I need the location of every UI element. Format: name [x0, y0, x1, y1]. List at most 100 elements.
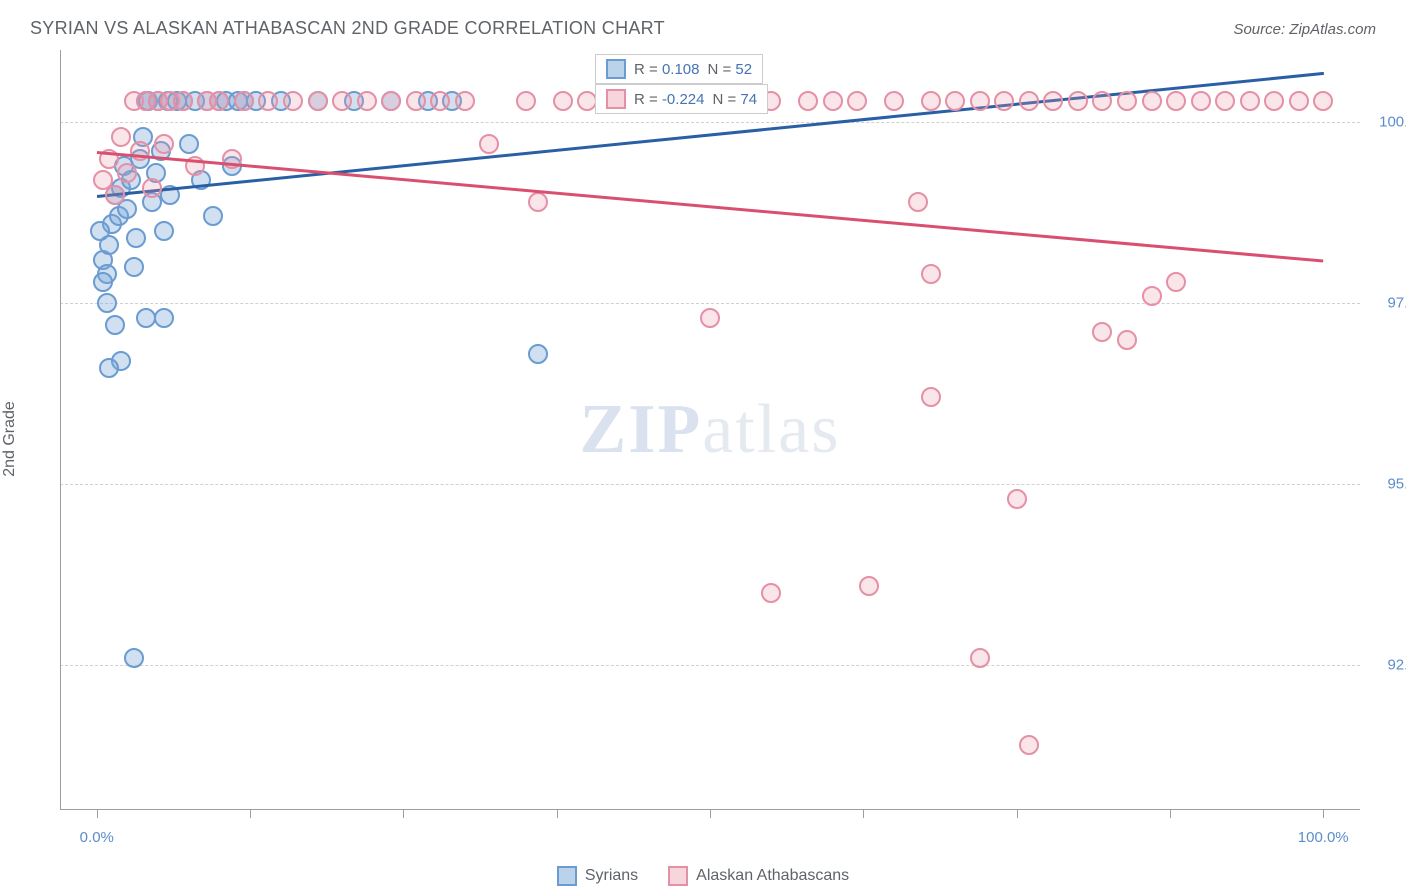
swatch-syrians [606, 59, 626, 79]
trendline [97, 151, 1324, 262]
stats-box-syrians: R = 0.108 N = 52 [595, 54, 763, 84]
stats-box-athabascans: R = -0.224 N = 74 [595, 84, 768, 114]
data-point [154, 134, 174, 154]
data-point [126, 228, 146, 248]
legend-swatch-athabascans-icon [668, 866, 688, 886]
data-point [173, 91, 193, 111]
data-point [921, 387, 941, 407]
gridline [60, 665, 1360, 666]
data-point [111, 127, 131, 147]
data-point [516, 91, 536, 111]
x-tick [1017, 810, 1018, 818]
data-point [921, 264, 941, 284]
data-point [234, 91, 254, 111]
data-point [1313, 91, 1333, 111]
data-point [105, 185, 125, 205]
data-point [154, 221, 174, 241]
x-tick [710, 810, 711, 818]
data-point [1166, 272, 1186, 292]
data-point [1166, 91, 1186, 111]
chart-plot-area: 92.5%95.0%97.5%100.0%0.0%100.0% ZIPatlas… [60, 50, 1360, 810]
data-point [908, 192, 928, 212]
x-tick [1323, 810, 1324, 818]
legend-item-syrians: Syrians [557, 866, 638, 886]
swatch-athabascans [606, 89, 626, 109]
data-point [700, 308, 720, 328]
data-point [1142, 91, 1162, 111]
data-point [1240, 91, 1260, 111]
data-point [117, 163, 137, 183]
x-tick [250, 810, 251, 818]
x-tick-label: 0.0% [80, 829, 114, 846]
gridline [60, 303, 1360, 304]
legend-label: Alaskan Athabascans [696, 867, 849, 885]
legend-label: Syrians [585, 867, 638, 885]
data-point [1191, 91, 1211, 111]
data-point [798, 91, 818, 111]
y-tick-label: 92.5% [1370, 657, 1406, 674]
data-point [884, 91, 904, 111]
data-point [203, 206, 223, 226]
data-point [761, 583, 781, 603]
data-point [99, 358, 119, 378]
data-point [994, 91, 1014, 111]
data-point [332, 91, 352, 111]
chart-title: SYRIAN VS ALASKAN ATHABASCAN 2ND GRADE C… [30, 18, 665, 39]
data-point [90, 221, 110, 241]
data-point [921, 91, 941, 111]
data-point [308, 91, 328, 111]
data-point [124, 257, 144, 277]
data-point [93, 272, 113, 292]
x-tick [403, 810, 404, 818]
x-tick [863, 810, 864, 818]
x-axis-line [60, 809, 1360, 810]
data-point [528, 192, 548, 212]
data-point [1117, 91, 1137, 111]
data-point [283, 91, 303, 111]
data-point [406, 91, 426, 111]
data-point [124, 648, 144, 668]
data-point [258, 91, 278, 111]
data-point [209, 91, 229, 111]
x-tick [557, 810, 558, 818]
data-point [1019, 735, 1039, 755]
x-tick [1170, 810, 1171, 818]
y-axis-label: 2nd Grade [1, 401, 19, 477]
data-point [130, 141, 150, 161]
data-point [1092, 91, 1112, 111]
data-point [847, 91, 867, 111]
data-point [1007, 489, 1027, 509]
y-axis-line [60, 50, 61, 810]
data-point [970, 91, 990, 111]
data-point [859, 576, 879, 596]
legend-item-athabascans: Alaskan Athabascans [668, 866, 849, 886]
data-point [553, 91, 573, 111]
data-point [142, 178, 162, 198]
data-point [479, 134, 499, 154]
y-tick-label: 97.5% [1370, 295, 1406, 312]
data-point [1289, 91, 1309, 111]
data-point [1092, 322, 1112, 342]
data-point [136, 308, 156, 328]
data-point [1142, 286, 1162, 306]
data-point [1043, 91, 1063, 111]
data-point [823, 91, 843, 111]
data-point [1019, 91, 1039, 111]
legend-swatch-syrians-icon [557, 866, 577, 886]
data-point [945, 91, 965, 111]
x-tick-label: 100.0% [1298, 829, 1349, 846]
legend: Syrians Alaskan Athabascans [0, 866, 1406, 886]
data-point [1264, 91, 1284, 111]
gridline [60, 484, 1360, 485]
y-tick-label: 95.0% [1370, 476, 1406, 493]
chart-header: SYRIAN VS ALASKAN ATHABASCAN 2ND GRADE C… [30, 18, 1376, 39]
x-tick [97, 810, 98, 818]
source-label: Source: ZipAtlas.com [1233, 21, 1376, 38]
y-tick-label: 100.0% [1370, 114, 1406, 131]
data-point [1215, 91, 1235, 111]
data-point [179, 134, 199, 154]
data-point [1117, 330, 1137, 350]
data-point [105, 315, 125, 335]
data-point [97, 293, 117, 313]
data-point [154, 308, 174, 328]
